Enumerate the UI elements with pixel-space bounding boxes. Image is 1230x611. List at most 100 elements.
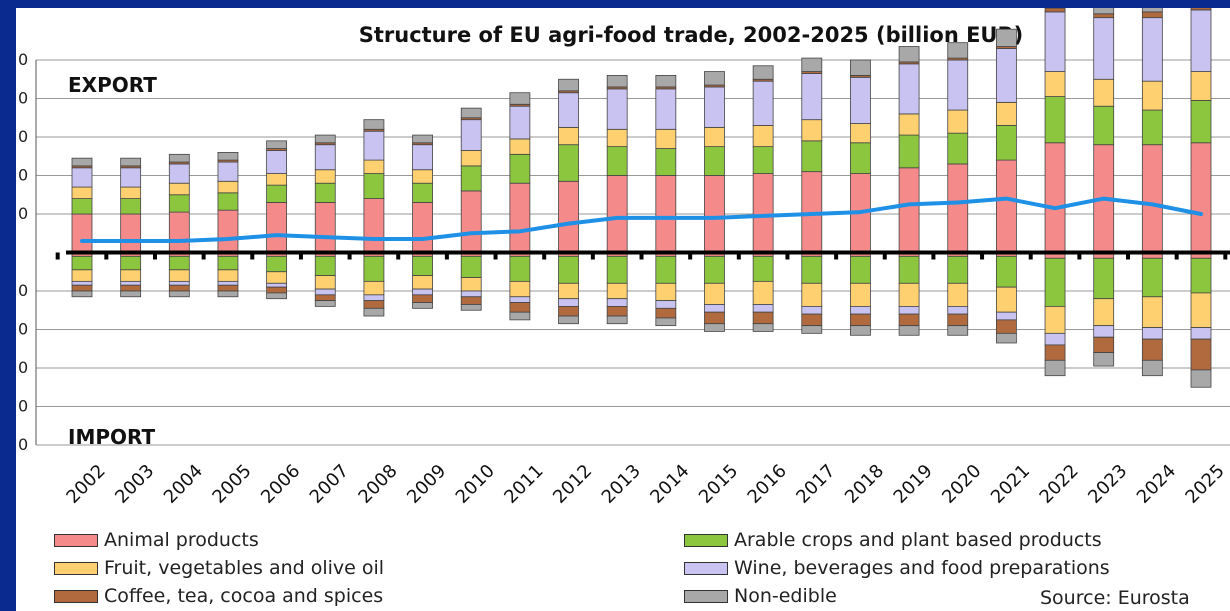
bar-segment-export-3 — [1044, 11, 1066, 72]
x-tick-label: 2023 — [1084, 460, 1131, 507]
trade-balance-line — [80, 196, 1203, 243]
bar-segment-import-2 — [1093, 298, 1115, 327]
bar-segment-import-2 — [266, 271, 288, 284]
bar-segment-export-2 — [168, 182, 190, 196]
bar-segment-export-2 — [850, 123, 871, 144]
bar-segment-import-3 — [266, 282, 288, 288]
x-tick-label: 2012 — [549, 460, 596, 507]
legend: Animal products Fruit, vegetables and ol… — [16, 523, 1230, 611]
baseline-tick — [980, 252, 985, 260]
bar-segment-export-0 — [509, 182, 531, 253]
bar-segment-import-5 — [1044, 359, 1066, 377]
bar-segment-export-1 — [655, 148, 677, 176]
bar-segment-import-3 — [947, 305, 969, 315]
bar-segment-import-2 — [898, 282, 920, 307]
bar-segment-export-2 — [1141, 80, 1163, 111]
x-tick-label: 2007 — [306, 460, 353, 507]
bar-segment-import-3 — [314, 288, 336, 296]
legend-swatch — [684, 561, 728, 575]
bar-segment-export-1 — [1141, 109, 1163, 146]
bar-segment-export-1 — [704, 146, 725, 176]
baseline-tick — [396, 252, 401, 260]
x-tick-label: 2009 — [403, 460, 450, 507]
baseline-tick — [152, 252, 157, 260]
baseline-tick — [444, 252, 449, 260]
bar-segment-import-4 — [655, 307, 677, 319]
bar-segment-import-5 — [71, 290, 93, 298]
bar-segment-import-4 — [266, 286, 288, 294]
legend-swatch — [54, 533, 98, 547]
bar-segment-export-2 — [704, 126, 725, 148]
bar-segment-import-1 — [168, 255, 190, 271]
bar-segment-import-2 — [606, 282, 628, 300]
bar-segment-export-0 — [71, 213, 93, 253]
bar-segment-export-2 — [801, 119, 823, 142]
bar-segment-import-2 — [995, 286, 1017, 313]
y-tick-fragment: 0 — [18, 127, 28, 146]
baseline-tick — [834, 252, 839, 260]
bar-segment-export-1 — [752, 146, 774, 174]
bar-segment-import-1 — [558, 255, 579, 284]
x-tick-label: 2013 — [598, 460, 645, 507]
bar-segment-import-5 — [509, 311, 531, 321]
x-tick-label: 2003 — [111, 460, 158, 507]
bar-segment-import-1 — [266, 255, 288, 273]
legend-swatch — [684, 589, 728, 603]
bar-segment-import-2 — [1141, 296, 1163, 328]
bar-segment-export-0 — [704, 175, 725, 253]
bar-segment-import-3 — [460, 290, 482, 298]
bar-segment-import-4 — [314, 294, 336, 302]
bar-segment-export-3 — [898, 63, 920, 115]
bar-segment-export-1 — [314, 182, 336, 203]
bar-segment-export-3 — [120, 167, 142, 188]
bar-segment-import-3 — [168, 280, 190, 286]
bar-segment-export-5 — [801, 57, 823, 72]
baseline-tick — [250, 252, 255, 260]
bar-segment-import-5 — [1093, 352, 1115, 367]
bar-segment-export-1 — [266, 184, 288, 203]
bar-segment-export-4 — [1093, 13, 1115, 19]
chart-title: Structure of EU agri-food trade, 2002-20… — [359, 23, 1024, 47]
bar-segment-import-4 — [995, 319, 1017, 334]
bar-segment-export-0 — [217, 209, 239, 253]
bar-segment-export-2 — [752, 125, 774, 148]
bar-segment-import-2 — [1044, 305, 1066, 334]
bar-segment-import-5 — [704, 323, 725, 332]
bar-segment-import-1 — [314, 255, 336, 277]
x-tick-label: 2004 — [160, 460, 207, 507]
bar-segment-import-1 — [412, 255, 433, 277]
bar-segment-import-2 — [655, 282, 677, 302]
bar-segment-import-4 — [363, 300, 385, 309]
bar-segment-import-3 — [558, 298, 579, 307]
bar-segment-export-4 — [1190, 8, 1212, 11]
bar-segment-export-0 — [1141, 144, 1163, 253]
bar-segment-import-3 — [120, 280, 142, 286]
baseline-tick — [882, 252, 887, 260]
bar-segment-export-3 — [509, 105, 531, 140]
bar-segment-export-0 — [120, 213, 142, 253]
bar-segment-import-5 — [850, 325, 871, 336]
bar-segment-import-1 — [1044, 257, 1066, 307]
bar-segment-export-1 — [995, 125, 1017, 161]
bar-segment-import-5 — [558, 315, 579, 325]
legend-label: Fruit, vegetables and olive oil — [104, 557, 385, 579]
bar-segment-import-4 — [1044, 344, 1066, 361]
bar-segment-export-0 — [752, 173, 774, 253]
bar-segment-import-4 — [947, 313, 969, 327]
bar-segment-export-5 — [1093, 8, 1115, 15]
bar-segment-export-0 — [1044, 142, 1066, 253]
bar-segment-export-0 — [363, 198, 385, 253]
bar-segment-import-1 — [995, 255, 1017, 288]
bar-segment-export-3 — [412, 144, 433, 171]
bar-segment-export-3 — [314, 144, 336, 171]
bar-segment-export-1 — [217, 192, 239, 211]
bar-segment-export-2 — [1093, 78, 1115, 107]
baseline-tick — [1077, 252, 1082, 260]
bar-segment-import-3 — [606, 298, 628, 307]
bar-segment-export-2 — [995, 101, 1017, 126]
bar-segment-export-0 — [1190, 142, 1212, 253]
bar-segment-export-5 — [752, 65, 774, 80]
bar-segment-export-5 — [266, 140, 288, 149]
bar-segment-export-1 — [1093, 105, 1115, 146]
bar-segment-import-1 — [1190, 257, 1212, 294]
